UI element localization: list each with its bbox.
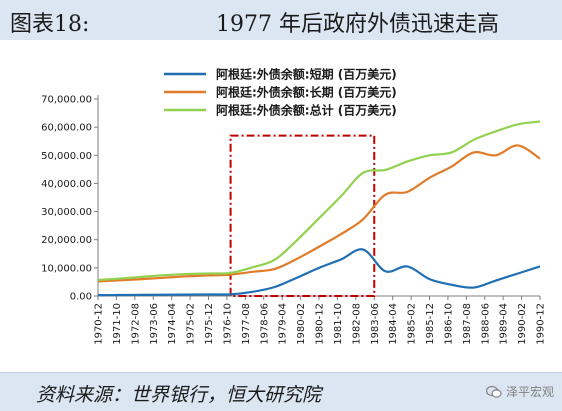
x-tick-label: 1985-02 <box>407 303 418 345</box>
wechat-icon <box>485 385 502 398</box>
y-tick-label: 70,000.00 <box>41 95 92 106</box>
x-tick-label: 1983-06 <box>370 303 381 345</box>
figure-number: 图表18: <box>10 12 90 37</box>
y-tick-label: 20,000.00 <box>41 235 92 246</box>
series-line-3 <box>97 120 541 282</box>
x-tick-label: 1982-08 <box>351 303 362 345</box>
y-tick-label: 30,000.00 <box>41 207 92 218</box>
watermark: 泽平宏观 <box>485 383 554 400</box>
chart-title: 1977 年后政府外债迅速走高 <box>216 12 499 37</box>
axes: 0.00 10,000.00 20,000.00 30,000.00 40,000.00… <box>41 95 546 345</box>
x-tick-label: 1977-08 <box>241 303 252 345</box>
y-tick-label: 60,000.00 <box>41 123 92 134</box>
legend-label-1: 阿根廷:外债余额:短期 (百万美元) <box>216 67 397 82</box>
y-tick-label: 0.00 <box>70 292 92 303</box>
x-tick-label: 1980-12 <box>315 303 326 345</box>
x-tick-label: 1972-08 <box>130 303 141 345</box>
legend-label-3: 阿根廷:外债余额:总计 (百万美元) <box>216 103 397 118</box>
x-tick-label: 1971-10 <box>112 303 123 345</box>
x-tick-label: 1987-08 <box>462 303 473 345</box>
title-bar: 图表18: 1977 年后政府外债迅速走高 <box>0 0 562 40</box>
x-tick-label: 1990-02 <box>517 303 528 345</box>
source-bar: 资料来源：世界银行，恒大研究院 泽平宏观 <box>0 372 562 411</box>
x-tick-label: 1975-02 <box>186 303 197 345</box>
x-tick-label: 1970-12 <box>94 303 105 345</box>
line-chart: 0.00 10,000.00 20,000.00 30,000.00 40,000.00… <box>41 67 546 345</box>
series-line-2 <box>97 144 541 283</box>
legend: 阿根廷:外债余额:短期 (百万美元) 阿根廷:外债余额:长期 (百万美元) 阿根廷:… <box>164 67 397 118</box>
legend-label-2: 阿根廷:外债余额:长期 (百万美元) <box>216 85 397 100</box>
x-tick-label: 1979-04 <box>278 303 289 345</box>
y-tick-label: 40,000.00 <box>41 179 92 190</box>
watermark-text: 泽平宏观 <box>505 385 554 399</box>
x-tick-label: 1989-04 <box>499 303 510 345</box>
series-line-1 <box>97 248 541 297</box>
x-tick-label: 1975-12 <box>204 303 215 345</box>
x-tick-label: 1986-10 <box>443 303 454 345</box>
x-tick-label: 1984-04 <box>388 303 399 345</box>
y-tick-label: 50,000.00 <box>41 151 92 162</box>
x-tick-label: 1976-10 <box>222 303 233 345</box>
x-tick-label: 1978-06 <box>259 303 270 345</box>
highlight-rectangle <box>229 134 376 298</box>
x-tick-label: 1974-04 <box>167 303 178 345</box>
x-tick-label: 1981-10 <box>333 303 344 345</box>
highlight-box <box>229 134 376 298</box>
x-tick-label: 1990-12 <box>536 303 547 345</box>
source-note: 资料来源：世界银行，恒大研究院 <box>36 384 322 406</box>
x-tick-label: 1980-02 <box>296 303 307 345</box>
x-tick-label: 1988-06 <box>480 303 491 345</box>
series-lines <box>97 120 541 297</box>
x-tick-label: 1973-06 <box>149 303 160 345</box>
x-tick-label: 1985-12 <box>425 303 436 345</box>
y-tick-label: 10,000.00 <box>41 263 92 274</box>
